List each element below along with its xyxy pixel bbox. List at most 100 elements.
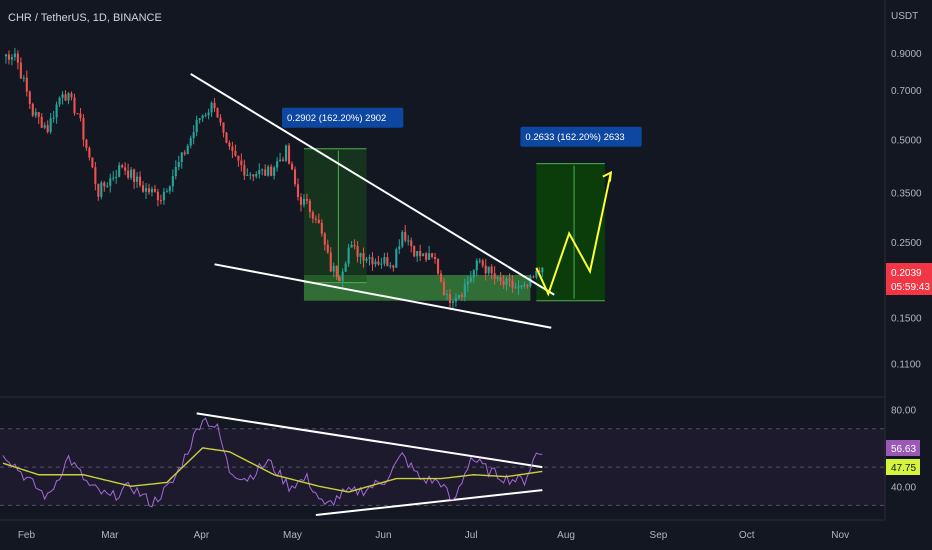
candle-down xyxy=(141,185,145,192)
candle-down xyxy=(448,294,451,303)
candle-down xyxy=(94,167,97,184)
candle-down xyxy=(37,112,40,117)
candle-down xyxy=(311,212,314,219)
candle-down xyxy=(25,77,28,92)
candle-down xyxy=(7,54,10,60)
candle-down xyxy=(183,152,186,155)
candle-up xyxy=(267,166,270,176)
candle-up xyxy=(517,285,520,288)
candle-up xyxy=(258,170,261,175)
candle-up xyxy=(395,249,398,268)
candle-up xyxy=(332,265,335,272)
candle-up xyxy=(204,115,207,117)
candle-up xyxy=(207,112,210,116)
candle-up xyxy=(106,185,109,187)
price-tick-label: 0.5000 xyxy=(891,136,922,147)
candle-up xyxy=(118,165,121,177)
time-axis[interactable]: Feb Mar Apr May Jun Jul Aug Sep Oct Nov xyxy=(18,530,849,541)
candle-down xyxy=(270,166,273,176)
candle-down xyxy=(323,233,326,245)
candle-up xyxy=(171,176,174,187)
candle-down xyxy=(290,163,294,170)
candle-down xyxy=(329,252,332,272)
rsi-line xyxy=(2,417,543,508)
candle-up xyxy=(195,120,198,133)
candle-down xyxy=(538,270,541,273)
candle-up xyxy=(451,301,454,303)
candle-down xyxy=(460,294,463,297)
candle-up xyxy=(189,138,192,146)
candle-down xyxy=(228,142,231,147)
candle-up xyxy=(273,167,276,176)
chart-title: CHR / TetherUS, 1D, BINANCE xyxy=(8,12,162,24)
candle-up xyxy=(350,245,353,248)
candle-down xyxy=(413,246,416,257)
candle-up xyxy=(463,284,466,297)
candle-up xyxy=(165,191,168,193)
candle-down xyxy=(88,147,91,158)
candle-down xyxy=(392,265,395,268)
candle-down xyxy=(377,261,380,265)
time-tick-label: Apr xyxy=(194,530,210,541)
drawings[interactable] xyxy=(190,73,613,516)
candle-up xyxy=(4,54,8,57)
candle-up xyxy=(109,178,112,186)
candle-up xyxy=(144,188,148,192)
candle-up xyxy=(162,191,165,201)
price-tick-label: 0.2500 xyxy=(891,238,922,249)
candle-down xyxy=(216,108,219,118)
candle-up xyxy=(174,167,177,177)
candle-down xyxy=(19,62,22,79)
candle-up xyxy=(344,263,347,272)
candle-down xyxy=(219,117,222,123)
candle-down xyxy=(79,113,82,119)
candle-up xyxy=(61,94,64,98)
candle-down xyxy=(362,253,365,261)
price-tick-label: 0.1100 xyxy=(891,359,921,370)
candle-up xyxy=(365,258,368,261)
candle-up xyxy=(34,112,37,116)
candle-down xyxy=(508,278,511,281)
candle-up xyxy=(10,57,13,60)
candle-down xyxy=(234,150,237,156)
candle-down xyxy=(499,277,502,282)
candle-down xyxy=(225,132,228,143)
candle-up xyxy=(198,118,201,121)
candle-up xyxy=(249,174,252,176)
candle-up xyxy=(55,104,58,118)
candle-up xyxy=(302,198,305,205)
candle-up xyxy=(520,285,523,287)
candle-up xyxy=(22,77,25,79)
candle-down xyxy=(237,155,240,161)
candle-down xyxy=(85,139,88,148)
candle-down xyxy=(356,246,359,257)
projection-path xyxy=(535,172,612,297)
candle-down xyxy=(326,244,329,253)
candle-down xyxy=(296,184,300,198)
candle-down xyxy=(64,94,67,101)
annotation-box xyxy=(282,107,404,128)
candle-down xyxy=(320,222,323,234)
target-zone xyxy=(536,163,605,301)
price-axis[interactable]: 0.9000 0.7000 0.5000 0.3500 0.2500 0.1500 0.11… xyxy=(891,49,922,371)
candle-up xyxy=(168,186,171,192)
candle-up xyxy=(52,117,55,119)
candle-down xyxy=(282,159,285,161)
projection-arrowhead xyxy=(602,170,613,182)
candle-up xyxy=(445,294,449,296)
candle-down xyxy=(526,285,529,287)
rsi-axis: 80.00 40.00 xyxy=(891,406,916,494)
candle-up xyxy=(416,250,419,257)
candle-down xyxy=(133,169,136,182)
candle-up xyxy=(177,162,180,168)
candle-down xyxy=(386,257,389,266)
candlesticks xyxy=(4,47,544,311)
candle-down xyxy=(153,188,156,192)
candle-down xyxy=(317,219,320,223)
candle-up xyxy=(285,145,288,161)
candle-down xyxy=(139,176,142,186)
candle-up xyxy=(100,182,103,197)
candle-down xyxy=(40,116,43,128)
rsi-value-badge: 56.63 xyxy=(886,440,920,456)
